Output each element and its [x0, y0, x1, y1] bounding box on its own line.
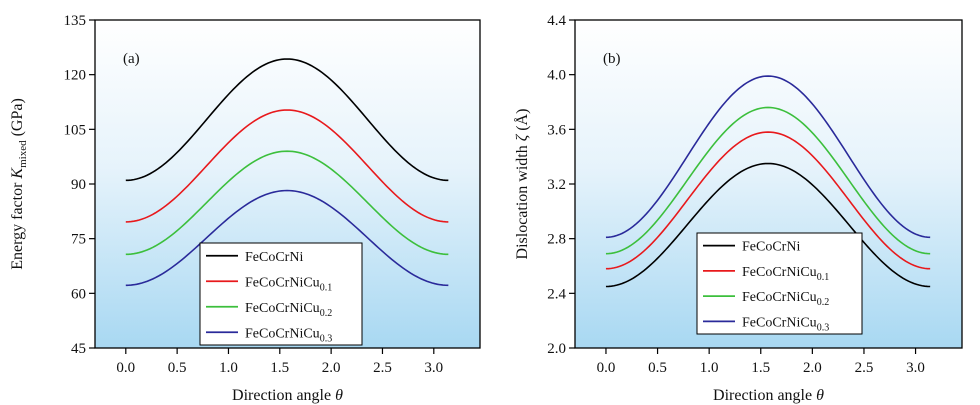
chart-panel-b: 0.0 0.5 1.0 1.5 2.0 2.5 3.0 2.0 2.4 2.8 3.2 3.6 4.0 4… — [513, 13, 963, 404]
legend-label: FeCoCrNiCu0.2 — [742, 290, 829, 308]
legend: FeCoCrNi FeCoCrNiCu0.1 FeCoCrNiCu0.2 FeCoCr… — [696, 232, 863, 335]
panel-label: (b) — [603, 51, 621, 67]
y-tick-label: 3.6 — [547, 122, 566, 138]
x-tick-label: 3.0 — [906, 360, 925, 376]
y-tick-label: 90 — [71, 177, 86, 193]
x-tick-label: 2.5 — [855, 360, 874, 376]
x-tick-label: 0.5 — [168, 360, 187, 376]
legend: FeCoCrNi FeCoCrNiCu0.1 FeCoCrNiCu0.2 FeCoCr… — [199, 242, 363, 346]
y-tick-label: 2.8 — [547, 232, 566, 248]
series-line-FeCoCrNiCu0-3 — [605, 75, 931, 239]
x-tick-label: 1.0 — [219, 360, 238, 376]
legend-label: FeCoCrNiCu0.2 — [245, 301, 332, 319]
legend-label: FeCoCrNi — [742, 240, 800, 255]
series-line-FeCoCrNiCu0-1 — [125, 109, 449, 223]
chart-panel-a: 0.0 0.5 1.0 1.5 2.0 2.5 3.0 45 60 75 90 105 120 135 Di… — [9, 13, 481, 404]
x-tick-label: 0.0 — [116, 360, 135, 376]
y-tick-label: 60 — [71, 286, 86, 302]
y-axis-title: Dislocation width ζ (Å) — [513, 109, 531, 260]
x-tick-label: 1.5 — [270, 360, 289, 376]
y-axis-title: Energy factor Kmixed (GPa) — [9, 98, 29, 270]
x-tick-label: 1.0 — [700, 360, 719, 376]
series-line-FeCoCrNiCu0-2 — [605, 106, 931, 255]
y-tick-label: 75 — [71, 232, 86, 248]
x-tick-label: 1.5 — [751, 360, 770, 376]
legend-label: FeCoCrNiCu0.1 — [245, 275, 332, 293]
y-tick-label: 45 — [71, 341, 86, 357]
x-tick-label: 3.0 — [424, 360, 443, 376]
x-axis-title: Direction angle θ — [232, 387, 343, 404]
x-tick-label: 2.0 — [322, 360, 341, 376]
y-tick-label: 2.4 — [547, 286, 566, 302]
legend-box — [199, 242, 363, 346]
legend-label: FeCoCrNiCu0.1 — [742, 265, 829, 283]
series-line-FeCoCrNi — [605, 162, 931, 288]
series-line-FeCoCrNiCu0-2 — [125, 150, 449, 256]
y-tick-label: 105 — [64, 122, 87, 138]
legend-box — [696, 232, 863, 335]
x-tick-label: 0.0 — [597, 360, 616, 376]
y-tick-label: 135 — [64, 13, 87, 29]
y-tick-label: 2.0 — [547, 341, 566, 357]
y-tick-label: 4.0 — [547, 68, 566, 84]
series-line-FeCoCrNiCu0-1 — [605, 131, 931, 270]
x-tick-label: 0.5 — [648, 360, 667, 376]
series-line-FeCoCrNi — [125, 58, 449, 182]
y-tick-label: 120 — [64, 68, 87, 84]
x-tick-label: 2.5 — [373, 360, 392, 376]
x-tick-label: 2.0 — [803, 360, 822, 376]
y-tick-label: 4.4 — [547, 13, 566, 29]
legend-label: FeCoCrNi — [245, 250, 303, 265]
series-line-FeCoCrNiCu0-3 — [125, 189, 449, 287]
y-tick-label: 3.2 — [547, 177, 566, 193]
panel-label: (a) — [123, 51, 140, 67]
x-axis-title: Direction angle θ — [713, 387, 824, 404]
legend-label: FeCoCrNiCu0.3 — [742, 315, 829, 333]
legend-label: FeCoCrNiCu0.3 — [245, 326, 332, 344]
